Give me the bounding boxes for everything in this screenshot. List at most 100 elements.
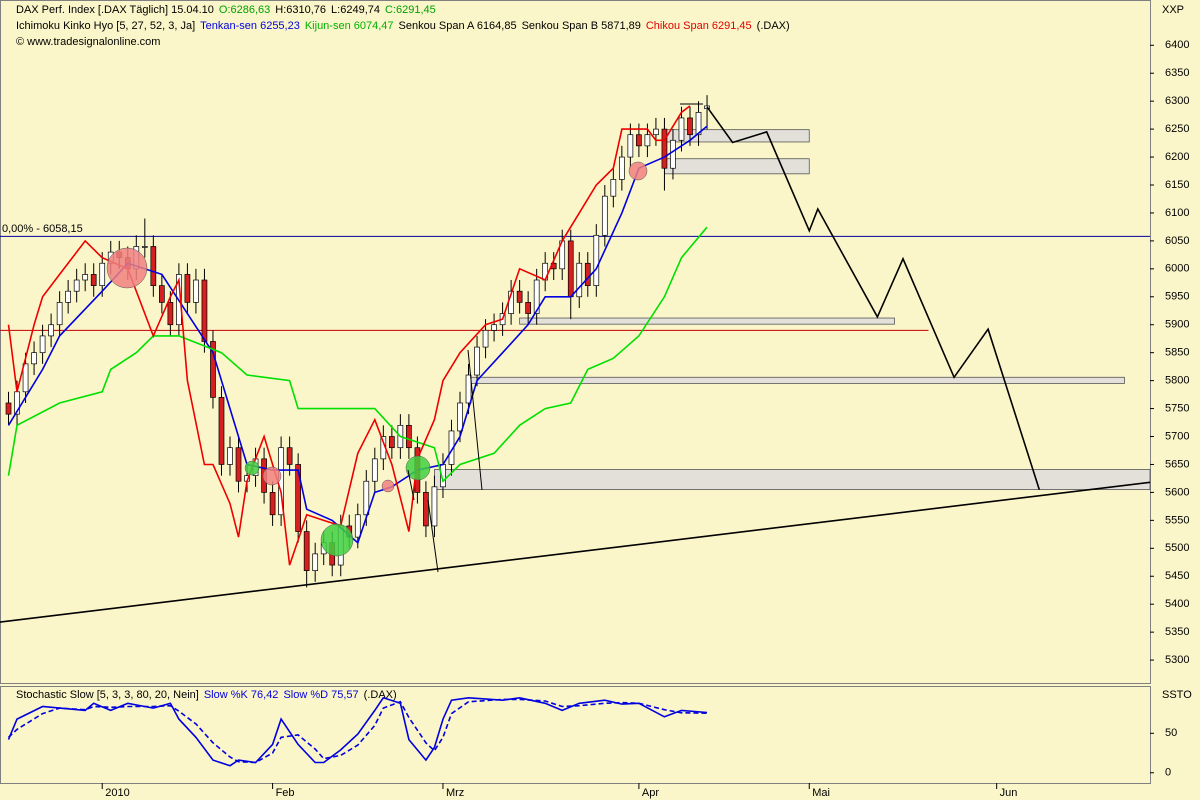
- stochastic-legend-group: Slow %K 76,42 Slow %D 75,57 (.DAX): [204, 689, 397, 701]
- line-series: [706, 106, 1041, 490]
- price-zone: [519, 317, 895, 325]
- candle-body: [90, 274, 97, 286]
- legend-group: Tenkan-sen 6255,23 Kijun-sen 6074,47 Senko…: [200, 20, 790, 32]
- candle-body: [5, 402, 12, 415]
- candle-body: [525, 302, 531, 314]
- candle-body: [193, 279, 199, 303]
- candle-body: [150, 246, 157, 286]
- y-tick-label: 5750: [1165, 402, 1189, 414]
- y-tick-label: 5850: [1165, 347, 1189, 359]
- price-zone: [664, 158, 810, 175]
- arrow: [427, 499, 439, 573]
- x-tick-label: Jun: [1000, 787, 1018, 799]
- y-tick-label: 5300: [1165, 654, 1189, 666]
- line-series: [7, 105, 691, 566]
- candle-body: [141, 246, 148, 248]
- legend-entry: Senkou Span B 5871,89: [522, 20, 641, 32]
- y-tick-label: 6000: [1165, 263, 1189, 275]
- buy-signal: [244, 460, 260, 476]
- legend-entry: Slow %D 75,57: [283, 689, 358, 701]
- legend-entry: L:6249,74: [331, 4, 380, 16]
- buy-signal: [320, 523, 354, 557]
- candle-body: [491, 324, 497, 331]
- candle-body: [431, 486, 438, 527]
- arrow: [407, 469, 415, 501]
- candle-body: [678, 117, 685, 141]
- x-tick-label: Apr: [642, 787, 659, 799]
- stochastic-symbol: SSTO: [1162, 689, 1192, 701]
- copyright: © www.tradesignalonline.com: [16, 36, 160, 48]
- candle-body: [406, 424, 412, 449]
- candle-body: [363, 480, 370, 516]
- candle-body: [423, 492, 429, 527]
- candle-body: [593, 234, 600, 286]
- candle-body: [218, 397, 225, 465]
- stochastic-panel-frame: [0, 686, 1151, 784]
- candle-body: [457, 402, 463, 432]
- candle-body: [610, 179, 617, 197]
- candle-body: [303, 531, 310, 572]
- y-tick-label: 5800: [1165, 375, 1189, 387]
- candle-body: [389, 436, 395, 449]
- legend-entry: Senkou Span A 6164,85: [399, 20, 517, 32]
- sell-signal: [628, 161, 648, 181]
- candle-body: [312, 553, 319, 572]
- candle-body: [201, 279, 208, 342]
- candle-body: [73, 279, 80, 292]
- candle-body: [210, 341, 216, 398]
- candle-body: [661, 128, 668, 169]
- candle-body: [619, 156, 625, 180]
- candle-body: [670, 139, 676, 169]
- candle-body: [465, 374, 472, 404]
- candle-body: [482, 329, 489, 348]
- price-zone: [434, 469, 1151, 491]
- y-tick-label: 50: [1165, 727, 1177, 739]
- header-line-2: Ichimoku Kinko Hyo [5, 27, 52, 3, Ja] Ten…: [16, 20, 790, 32]
- candle-body: [636, 134, 642, 147]
- legend-entry: (.DAX): [364, 689, 397, 701]
- candle-body: [533, 279, 540, 314]
- candle-body: [601, 195, 608, 236]
- line-series: [7, 226, 708, 483]
- price-zone: [664, 129, 810, 143]
- candle-body: [695, 111, 702, 136]
- candle-body: [235, 447, 242, 482]
- sell-signal: [106, 247, 148, 289]
- candle-body: [474, 346, 480, 376]
- main-panel-frame: [0, 0, 1151, 684]
- legend-entry: O:6286,63: [219, 4, 270, 16]
- candle-body: [687, 117, 693, 136]
- arrows: [407, 103, 703, 573]
- candle-body: [269, 492, 276, 516]
- candle-body: [371, 458, 378, 482]
- symbol: XXP: [1162, 4, 1184, 16]
- legend-entry: Slow %K 76,42: [204, 689, 279, 701]
- legend-entry: C:6291,45: [385, 4, 436, 16]
- y-tick-label: 5700: [1165, 430, 1189, 442]
- candle-body: [184, 274, 191, 303]
- candle-body: [567, 240, 574, 298]
- y-tick-label: 6400: [1165, 39, 1189, 51]
- y-tick-label: 6200: [1165, 151, 1189, 163]
- y-tick-label: 5500: [1165, 542, 1189, 554]
- candle-body: [65, 290, 71, 303]
- candle-body: [286, 447, 293, 465]
- buy-signal: [405, 455, 431, 481]
- candle-body: [295, 464, 301, 532]
- y-tick-label: 5400: [1165, 598, 1189, 610]
- candle-body: [39, 335, 46, 354]
- candle-body: [99, 262, 106, 286]
- price-zone: [468, 376, 1125, 384]
- candle-body: [56, 302, 63, 326]
- level-label: 0,00% - 6058,15: [2, 223, 83, 235]
- y-tick-label: 5350: [1165, 626, 1189, 638]
- line-series: [0, 481, 1151, 623]
- y-tick-label: 6150: [1165, 179, 1189, 191]
- y-tick-label: 5950: [1165, 291, 1189, 303]
- signal-circles: [106, 161, 648, 557]
- y-tick-label: 6250: [1165, 123, 1189, 135]
- y-tick-label: 5600: [1165, 486, 1189, 498]
- candle-body: [31, 352, 37, 365]
